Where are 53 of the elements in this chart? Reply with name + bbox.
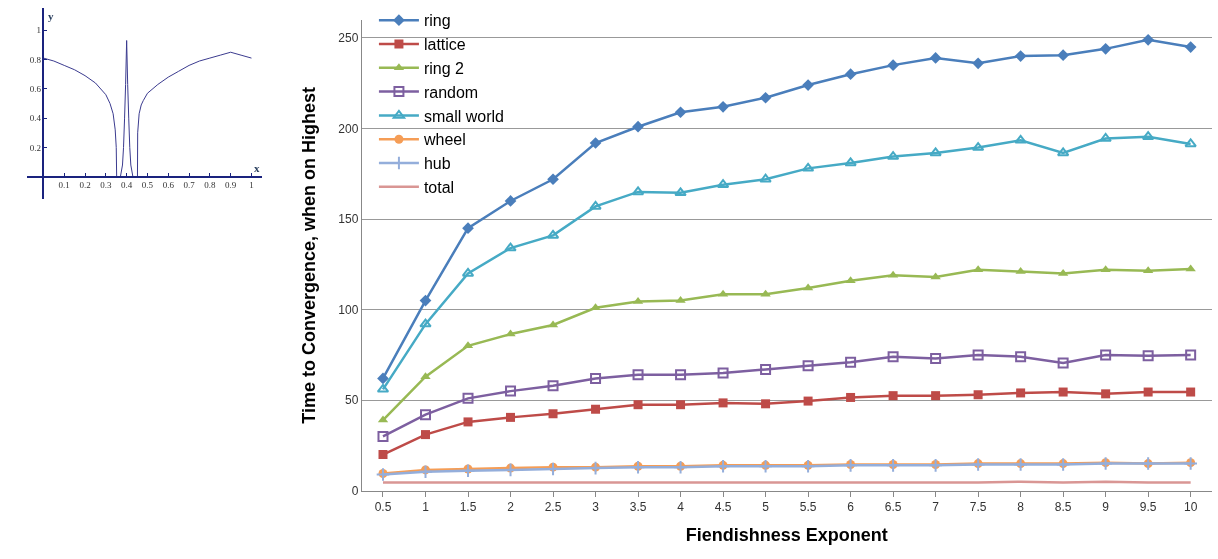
legend-label: small world <box>423 107 504 125</box>
legend-label: wheel <box>422 131 466 149</box>
legend-label: lattice <box>423 36 466 54</box>
x-tick-label: 7.5 <box>969 500 987 515</box>
legend-label: ring 2 <box>423 60 465 78</box>
x-tick-label: 6 <box>847 500 855 515</box>
y-tick-label: 0.8 <box>29 54 42 65</box>
x-tick-label: 8 <box>1017 500 1025 515</box>
y-tick-label: 0.6 <box>29 84 42 94</box>
x-tick-label: 5 <box>762 500 770 515</box>
y-tick-label: 50 <box>344 393 359 408</box>
x-tick-label: 4.5 <box>714 500 732 515</box>
y-tick-label: 250 <box>338 31 359 46</box>
x-tick-label: 5.5 <box>799 500 817 515</box>
legend-label: hub <box>423 155 451 173</box>
x-tick-label: 0.5 <box>141 180 154 191</box>
y-tick-label: 200 <box>338 121 359 136</box>
x-tick-label: 1.5 <box>459 500 477 515</box>
y-tick-label: 100 <box>338 302 359 317</box>
x-tick-label: 0.3 <box>100 180 112 191</box>
x-tick-label: 0.7 <box>183 180 196 191</box>
legend-label: total <box>423 179 455 197</box>
x-tick-label: 2.5 <box>544 500 562 515</box>
legend-label: random <box>423 83 479 101</box>
y-tick-label: 0.4 <box>29 113 42 124</box>
legend-label: ring <box>423 12 451 30</box>
x-tick-label: 0.9 <box>225 180 237 191</box>
x-axis-title: Fiendishness Exponent <box>685 525 888 546</box>
x-tick-label: 0.6 <box>162 180 175 191</box>
x-tick-label: 3 <box>592 500 600 515</box>
x-tick-label: 7 <box>932 500 940 515</box>
x-tick-label: 9 <box>1102 500 1110 515</box>
x-tick-label: 0.4 <box>121 180 133 191</box>
y-axis-title: y <box>48 10 54 22</box>
x-tick-label: 0.2 <box>79 180 91 191</box>
y-tick-label: 0 <box>351 483 359 498</box>
x-tick-label: 9.5 <box>1139 500 1157 515</box>
x-tick-label: 8.5 <box>1054 500 1072 515</box>
x-tick-label: 6.5 <box>884 500 902 515</box>
x-tick-label: 0.8 <box>204 180 216 191</box>
x-tick-label: 10 <box>1183 500 1198 515</box>
y-axis-title: Time to Convergence, when on Highest <box>298 86 319 424</box>
y-tick-label: 1 <box>36 25 41 36</box>
x-tick-label: 1 <box>249 180 254 191</box>
y-tick-label: 150 <box>338 212 359 227</box>
x-tick-label: 3.5 <box>629 500 647 515</box>
x-tick-label: 0.1 <box>58 180 70 191</box>
y-tick-label: 0.2 <box>29 142 41 153</box>
x-tick-label: 2 <box>507 500 515 515</box>
x-tick-label: 4 <box>677 500 685 515</box>
x-tick-label: 1 <box>422 500 430 515</box>
x-tick-label: 0.5 <box>374 500 392 515</box>
x-axis-title: x <box>254 162 260 174</box>
